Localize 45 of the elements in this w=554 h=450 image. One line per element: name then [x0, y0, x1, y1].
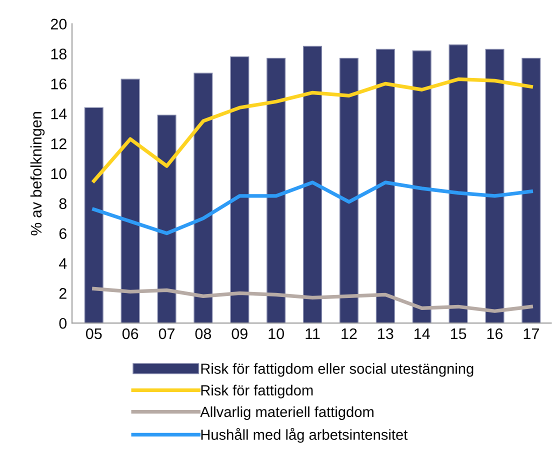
x-tick-label: 07	[158, 328, 174, 340]
x-tick-label: 08	[195, 328, 212, 340]
x-tick-label: 09	[232, 328, 248, 340]
legend-label: Allvarlig materiell fattigdom	[200, 406, 374, 420]
line-series	[92, 286, 533, 313]
y-tick-label: 6	[59, 228, 66, 240]
bar	[266, 58, 286, 324]
x-tick-label: 06	[122, 328, 138, 340]
x-tick-label: 14	[414, 328, 430, 340]
x-tick-label: 12	[342, 328, 357, 340]
y-tick-label: 14	[51, 108, 67, 120]
y-tick-label: 4	[59, 258, 67, 269]
y-tick-label: 16	[51, 78, 66, 90]
x-tick-label: 05	[86, 328, 102, 340]
x-tick-label: 10	[268, 328, 284, 340]
bar	[84, 107, 104, 324]
bar	[412, 50, 432, 324]
y-axis-title: % av befolkningen	[30, 112, 45, 236]
y-tick-label: 8	[59, 198, 66, 210]
x-tick-label: 13	[378, 328, 394, 340]
y-tick-label: 18	[51, 48, 66, 60]
legend-label: Risk för fattigdom	[201, 384, 313, 398]
bar	[485, 48, 504, 324]
legend-label: Hushåll med låg arbetsintensitet	[201, 428, 408, 443]
legend-label: Risk för fattigdom eller social utestängning	[201, 363, 474, 377]
line-series	[92, 180, 533, 236]
x-tick-label: 11	[306, 328, 320, 340]
bar	[339, 58, 359, 324]
bar	[230, 56, 250, 324]
bar	[448, 44, 468, 324]
y-tick-label: 2	[59, 288, 66, 299]
line-series	[92, 77, 533, 183]
bar	[376, 48, 395, 324]
y-tick-label: 20	[50, 18, 67, 30]
y-tick-label: 0	[59, 318, 67, 329]
x-tick-label: 17	[524, 328, 539, 340]
bar	[120, 78, 140, 324]
bar	[522, 58, 541, 324]
x-tick-label: 16	[487, 328, 503, 340]
x-tick-label: 15	[450, 328, 466, 340]
y-tick-label: 10	[51, 168, 67, 180]
y-tick-label: 12	[51, 138, 66, 150]
bar	[194, 72, 213, 324]
bar	[157, 114, 176, 324]
bar	[303, 46, 322, 324]
